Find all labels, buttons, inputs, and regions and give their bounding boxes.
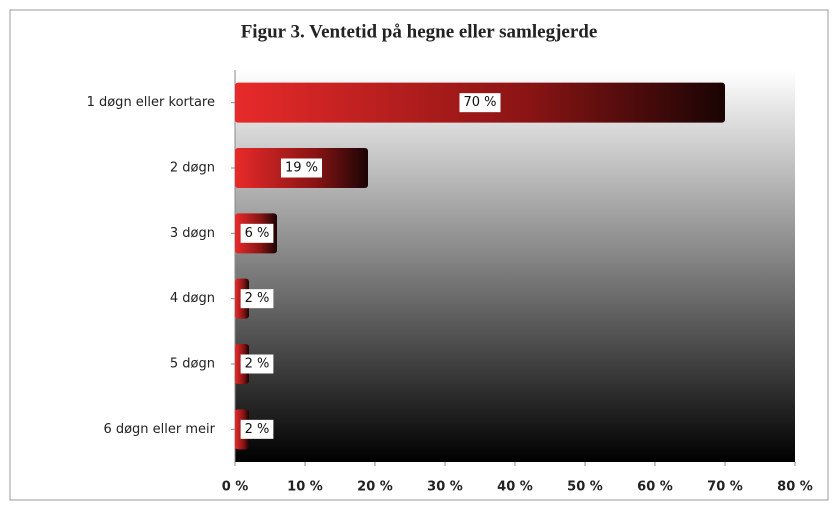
x-tick-label: 60 % [637,480,673,495]
x-tick-label: 10 % [287,480,323,495]
x-tick-label: 40 % [497,480,533,495]
x-tick-label: 30 % [427,480,463,495]
value-label: 2 % [245,357,270,372]
y-tick-label: 1 døgn eller kortare [87,95,215,110]
plot-background [235,70,795,462]
y-tick-label: 2 døgn [170,161,215,176]
frame [9,9,829,501]
value-label: 70 % [463,95,496,110]
value-label-box [240,354,274,374]
x-tick-label: 80 % [777,480,813,495]
value-label: 19 % [285,161,318,176]
value-label-box [459,93,501,113]
value-label-box [240,419,274,439]
chart-title: Figur 3. Ventetid på hegne eller samlegj… [241,21,598,42]
x-tick-label: 20 % [357,480,393,495]
x-tick-label: 50 % [567,480,603,495]
value-label: 6 % [245,226,270,241]
value-label-box [240,223,274,243]
value-label-box [240,289,274,309]
x-tick-label: 70 % [707,480,743,495]
value-label-box [280,158,323,178]
y-tick-label: 5 døgn [170,357,215,372]
y-tick-label: 6 døgn eller meir [103,422,215,437]
y-tick-label: 4 døgn [170,291,215,306]
x-tick-label: 0 % [222,480,249,495]
value-label: 2 % [245,422,270,437]
value-label: 2 % [245,291,270,306]
y-tick-label: 3 døgn [170,226,215,241]
